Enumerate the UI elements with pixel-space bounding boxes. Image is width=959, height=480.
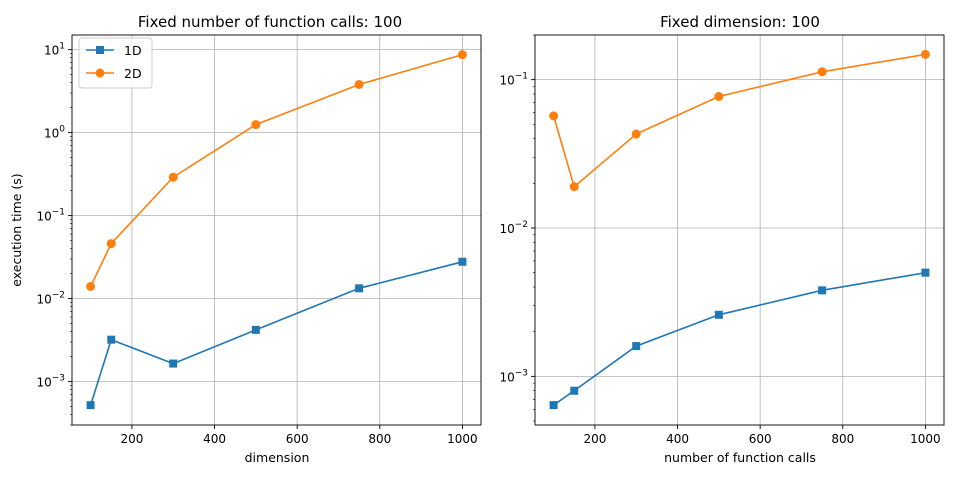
right-point-2D-500 (714, 91, 724, 101)
left-point-1D-300 (169, 359, 178, 368)
right-x-tick-label-1000: 1000 (910, 432, 941, 446)
right-x-axis-label: number of function calls (664, 450, 816, 465)
left-x-tick-label-400: 400 (203, 432, 226, 446)
subplot-right: Fixed dimension: 100 number of function … (499, 13, 945, 465)
left-x-tick-label-1000: 1000 (447, 432, 478, 446)
left-axes-frame (71, 34, 482, 426)
left-y-axis-label: execution time (s) (9, 173, 24, 286)
right-point-2D-100 (549, 111, 559, 121)
left-point-1D-750 (355, 284, 364, 293)
left-series-line-1D (89, 261, 463, 406)
left-x-tick-label-600: 600 (286, 432, 309, 446)
right-point-1D-300 (632, 342, 641, 351)
left-point-1D-500 (251, 325, 260, 334)
left-series-line-2D (89, 53, 463, 287)
right-y-tick-label-0.1: 10−1 (499, 72, 528, 88)
right-series-line-2D (552, 53, 926, 189)
right-chart-title: Fixed dimension: 100 (660, 13, 820, 31)
right-point-1D-100 (549, 401, 558, 410)
right-point-1D-1000 (921, 268, 930, 277)
right-point-1D-750 (818, 286, 827, 295)
left-plot-area: 200 400 600 800 1000 10−3 10−2 10−1 100 101 (36, 34, 482, 446)
left-y-tick-label-0.1: 10−1 (36, 208, 65, 224)
right-x-tick-label-400: 400 (666, 432, 689, 446)
right-plot-area: 200 400 600 800 1000 10−3 10−2 10−1 (499, 34, 945, 446)
left-point-2D-150 (106, 239, 116, 249)
left-y-tick-label-10: 101 (44, 42, 65, 58)
left-chart-title: Fixed number of function calls: 100 (138, 13, 402, 31)
right-point-1D-150 (570, 386, 579, 395)
legend-marker-square (96, 46, 104, 54)
left-point-2D-750 (354, 79, 364, 89)
right-y-tick-label-0.01: 10−2 (499, 220, 528, 236)
right-axes-frame (534, 34, 945, 426)
legend-marker-circle (95, 68, 105, 78)
right-point-2D-300 (631, 129, 641, 139)
subplot-left: Fixed number of function calls: 100 dime… (9, 13, 482, 465)
right-point-2D-1000 (920, 49, 930, 59)
right-x-tick-label-200: 200 (583, 432, 606, 446)
left-point-2D-100 (86, 281, 96, 291)
left-point-1D-1000 (458, 257, 467, 266)
right-y-tick-label-0.001: 10−3 (499, 368, 528, 384)
left-point-1D-100 (86, 401, 95, 410)
left-point-1D-150 (107, 335, 116, 344)
left-y-tick-label-1: 100 (44, 125, 65, 141)
left-y-tick-label-0.01: 10−2 (36, 291, 65, 307)
legend: 1D 2D (78, 37, 153, 89)
left-point-2D-500 (251, 120, 261, 130)
right-x-tick-label-600: 600 (749, 432, 772, 446)
legend-label-1d: 1D (124, 43, 142, 58)
left-y-tick-label-0.001: 10−3 (36, 374, 65, 390)
left-point-2D-1000 (457, 50, 467, 60)
legend-label-2d: 2D (124, 66, 142, 81)
left-x-tick-label-200: 200 (120, 432, 143, 446)
right-point-2D-750 (817, 67, 827, 77)
right-point-2D-150 (569, 182, 579, 192)
right-x-tick-label-800: 800 (831, 432, 854, 446)
left-point-2D-300 (168, 172, 178, 182)
left-x-axis-label: dimension (245, 450, 310, 465)
left-x-tick-label-800: 800 (368, 432, 391, 446)
right-point-1D-500 (714, 310, 723, 319)
